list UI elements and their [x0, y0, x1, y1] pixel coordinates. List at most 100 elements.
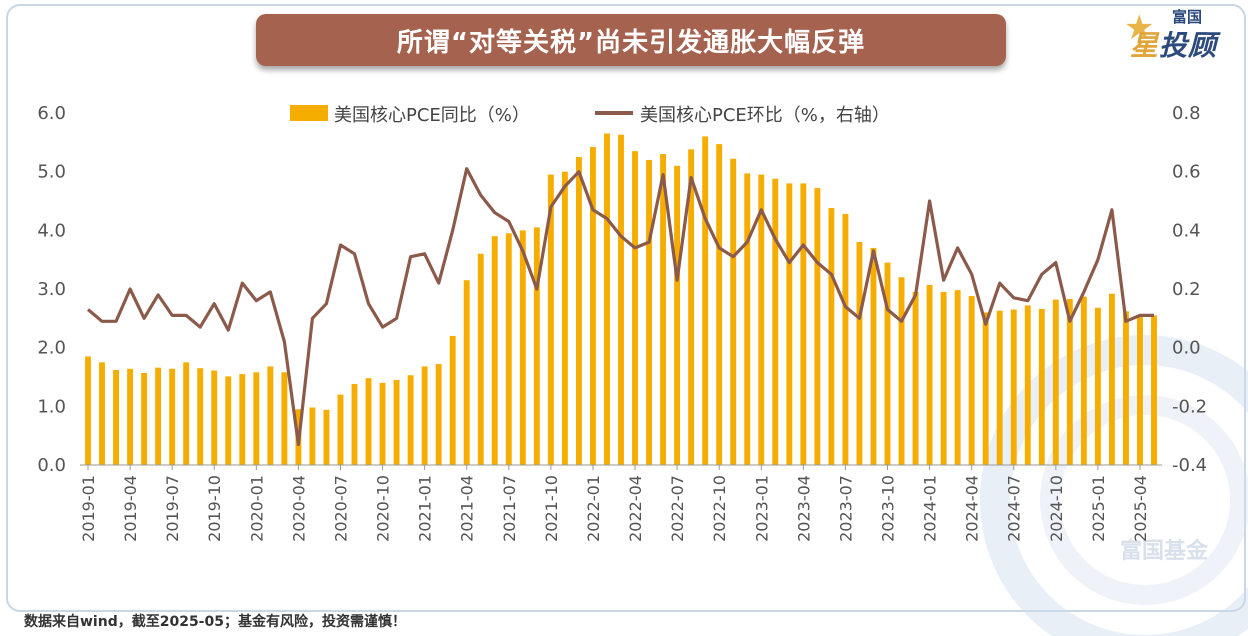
bar-2019-10 — [211, 370, 218, 465]
bar-2019-12 — [239, 374, 246, 465]
bar-2023-12 — [912, 291, 919, 465]
bar-2022-10 — [716, 144, 723, 466]
bar-2019-06 — [155, 367, 162, 465]
footnote: 数据来自wind，截至2025-05；基金有风险，投资需谨慎！ — [24, 614, 406, 630]
bar-2022-11 — [730, 158, 737, 465]
bar-2020-10 — [379, 382, 386, 465]
bar-2023-07 — [842, 213, 849, 465]
logo-main-rest: 投顾 — [1159, 29, 1218, 62]
legend-line-label: 美国核心PCE环比（%，右轴） — [640, 105, 890, 126]
bar-2019-01 — [85, 356, 91, 465]
y2-tick-1: -0.2 — [1172, 396, 1207, 417]
line-series — [86, 167, 1155, 447]
bar-2024-10 — [1052, 299, 1059, 465]
bar-2023-05 — [814, 188, 821, 466]
x-tick-23: 2024-10 — [1047, 475, 1066, 542]
x-tick-9: 2021-04 — [458, 475, 477, 542]
bar-2020-05 — [309, 407, 316, 465]
bar-2020-11 — [393, 379, 400, 465]
bar-2022-12 — [744, 173, 751, 465]
y-tick-4: 4.0 — [37, 220, 66, 241]
x-tick-7: 2020-10 — [374, 475, 393, 542]
x-tick-10: 2021-07 — [500, 475, 519, 542]
bar-2021-12 — [575, 157, 582, 465]
x-tick-15: 2022-10 — [710, 475, 729, 542]
bar-2023-02 — [772, 178, 779, 465]
bar-2020-09 — [365, 378, 372, 465]
chart-title-banner: 所谓“对等关税”尚未引发通胀大幅反弹 — [256, 14, 1006, 66]
bar-2021-11 — [561, 171, 568, 465]
x-tick-14: 2022-07 — [668, 475, 687, 542]
y2-tick-6: 0.8 — [1172, 103, 1201, 124]
bar-2020-03 — [281, 372, 288, 465]
bar-2024-08 — [1024, 305, 1031, 465]
bar-2024-11 — [1066, 298, 1073, 465]
bar-2022-05 — [646, 159, 652, 465]
bar-2024-04 — [968, 296, 975, 465]
bar-2020-01 — [253, 372, 260, 465]
watermark-ring-outer — [980, 335, 1248, 636]
watermark: 富国基金 — [980, 335, 1248, 636]
bar-2025-02 — [1108, 293, 1115, 465]
bar-2022-09 — [702, 136, 709, 465]
y-tick-3: 3.0 — [37, 279, 66, 300]
x-tick-22: 2024-07 — [1005, 475, 1024, 542]
bar-2024-01 — [926, 284, 933, 465]
bar-2024-09 — [1038, 308, 1045, 465]
bar-2025-05 — [1151, 315, 1157, 465]
bar-2023-08 — [856, 242, 863, 465]
x-tick-21: 2024-04 — [963, 475, 982, 542]
bar-2021-10 — [547, 174, 554, 465]
legend-bar-label: 美国核心PCE同比（%） — [334, 105, 530, 126]
bar-2021-06 — [491, 236, 498, 465]
bar-series — [85, 133, 1157, 466]
bar-2019-03 — [113, 369, 119, 465]
bar-2022-01 — [590, 147, 596, 465]
x-tick-2: 2019-07 — [163, 475, 182, 542]
logo-top-text: 富国 — [1171, 8, 1202, 26]
bar-2021-05 — [477, 253, 484, 465]
logo-main-star: 星 — [1130, 29, 1160, 62]
x-tick-6: 2020-07 — [331, 475, 350, 542]
y-tick-6: 6.0 — [37, 103, 66, 124]
bar-2024-12 — [1080, 296, 1087, 465]
bar-2021-01 — [421, 366, 428, 465]
bar-2021-08 — [519, 230, 526, 465]
y2-tick-2: 0.0 — [1172, 338, 1201, 359]
left-axis-ticks: 0.0 1.0 2.0 3.0 4.0 5.0 6.0 — [37, 103, 66, 476]
bar-2023-01 — [758, 174, 765, 465]
bar-2020-07 — [337, 394, 344, 465]
bar-2022-04 — [632, 151, 638, 465]
bar-2019-09 — [197, 368, 204, 465]
x-tick-12: 2022-01 — [584, 475, 603, 542]
y2-tick-3: 0.2 — [1172, 279, 1201, 300]
bar-2022-06 — [660, 154, 667, 466]
y-tick-0: 0.0 — [37, 455, 66, 476]
bar-2024-05 — [982, 312, 989, 465]
bar-2020-08 — [351, 384, 358, 465]
bar-2020-12 — [407, 375, 414, 465]
x-tick-18: 2023-07 — [836, 475, 855, 542]
bar-2019-04 — [127, 368, 134, 465]
x-tick-5: 2020-04 — [289, 475, 308, 542]
x-tick-20: 2024-01 — [921, 475, 940, 542]
x-tick-17: 2023-04 — [794, 475, 813, 542]
bar-2021-09 — [533, 227, 540, 465]
bar-2020-06 — [323, 409, 330, 465]
y2-tick-5: 0.6 — [1172, 162, 1201, 183]
x-tick-25: 2025-04 — [1131, 475, 1150, 542]
brand-logo: ★ 富国 星投顾 — [1120, 6, 1244, 62]
x-axis-ticks: 2019-01 2019-04 2019-07 2019-10 2020-01 2020-… — [79, 465, 1150, 542]
x-tick-11: 2021-10 — [542, 475, 561, 542]
bar-2024-06 — [996, 310, 1003, 465]
bar-2021-02 — [435, 364, 442, 465]
bar-2021-04 — [463, 280, 470, 465]
bar-2020-02 — [267, 366, 274, 465]
x-tick-8: 2021-01 — [416, 475, 435, 542]
bar-2022-02 — [604, 133, 610, 466]
bar-2025-03 — [1123, 311, 1129, 465]
x-tick-3: 2019-10 — [205, 475, 224, 542]
x-tick-4: 2020-01 — [247, 475, 266, 542]
bar-2024-03 — [954, 290, 961, 465]
